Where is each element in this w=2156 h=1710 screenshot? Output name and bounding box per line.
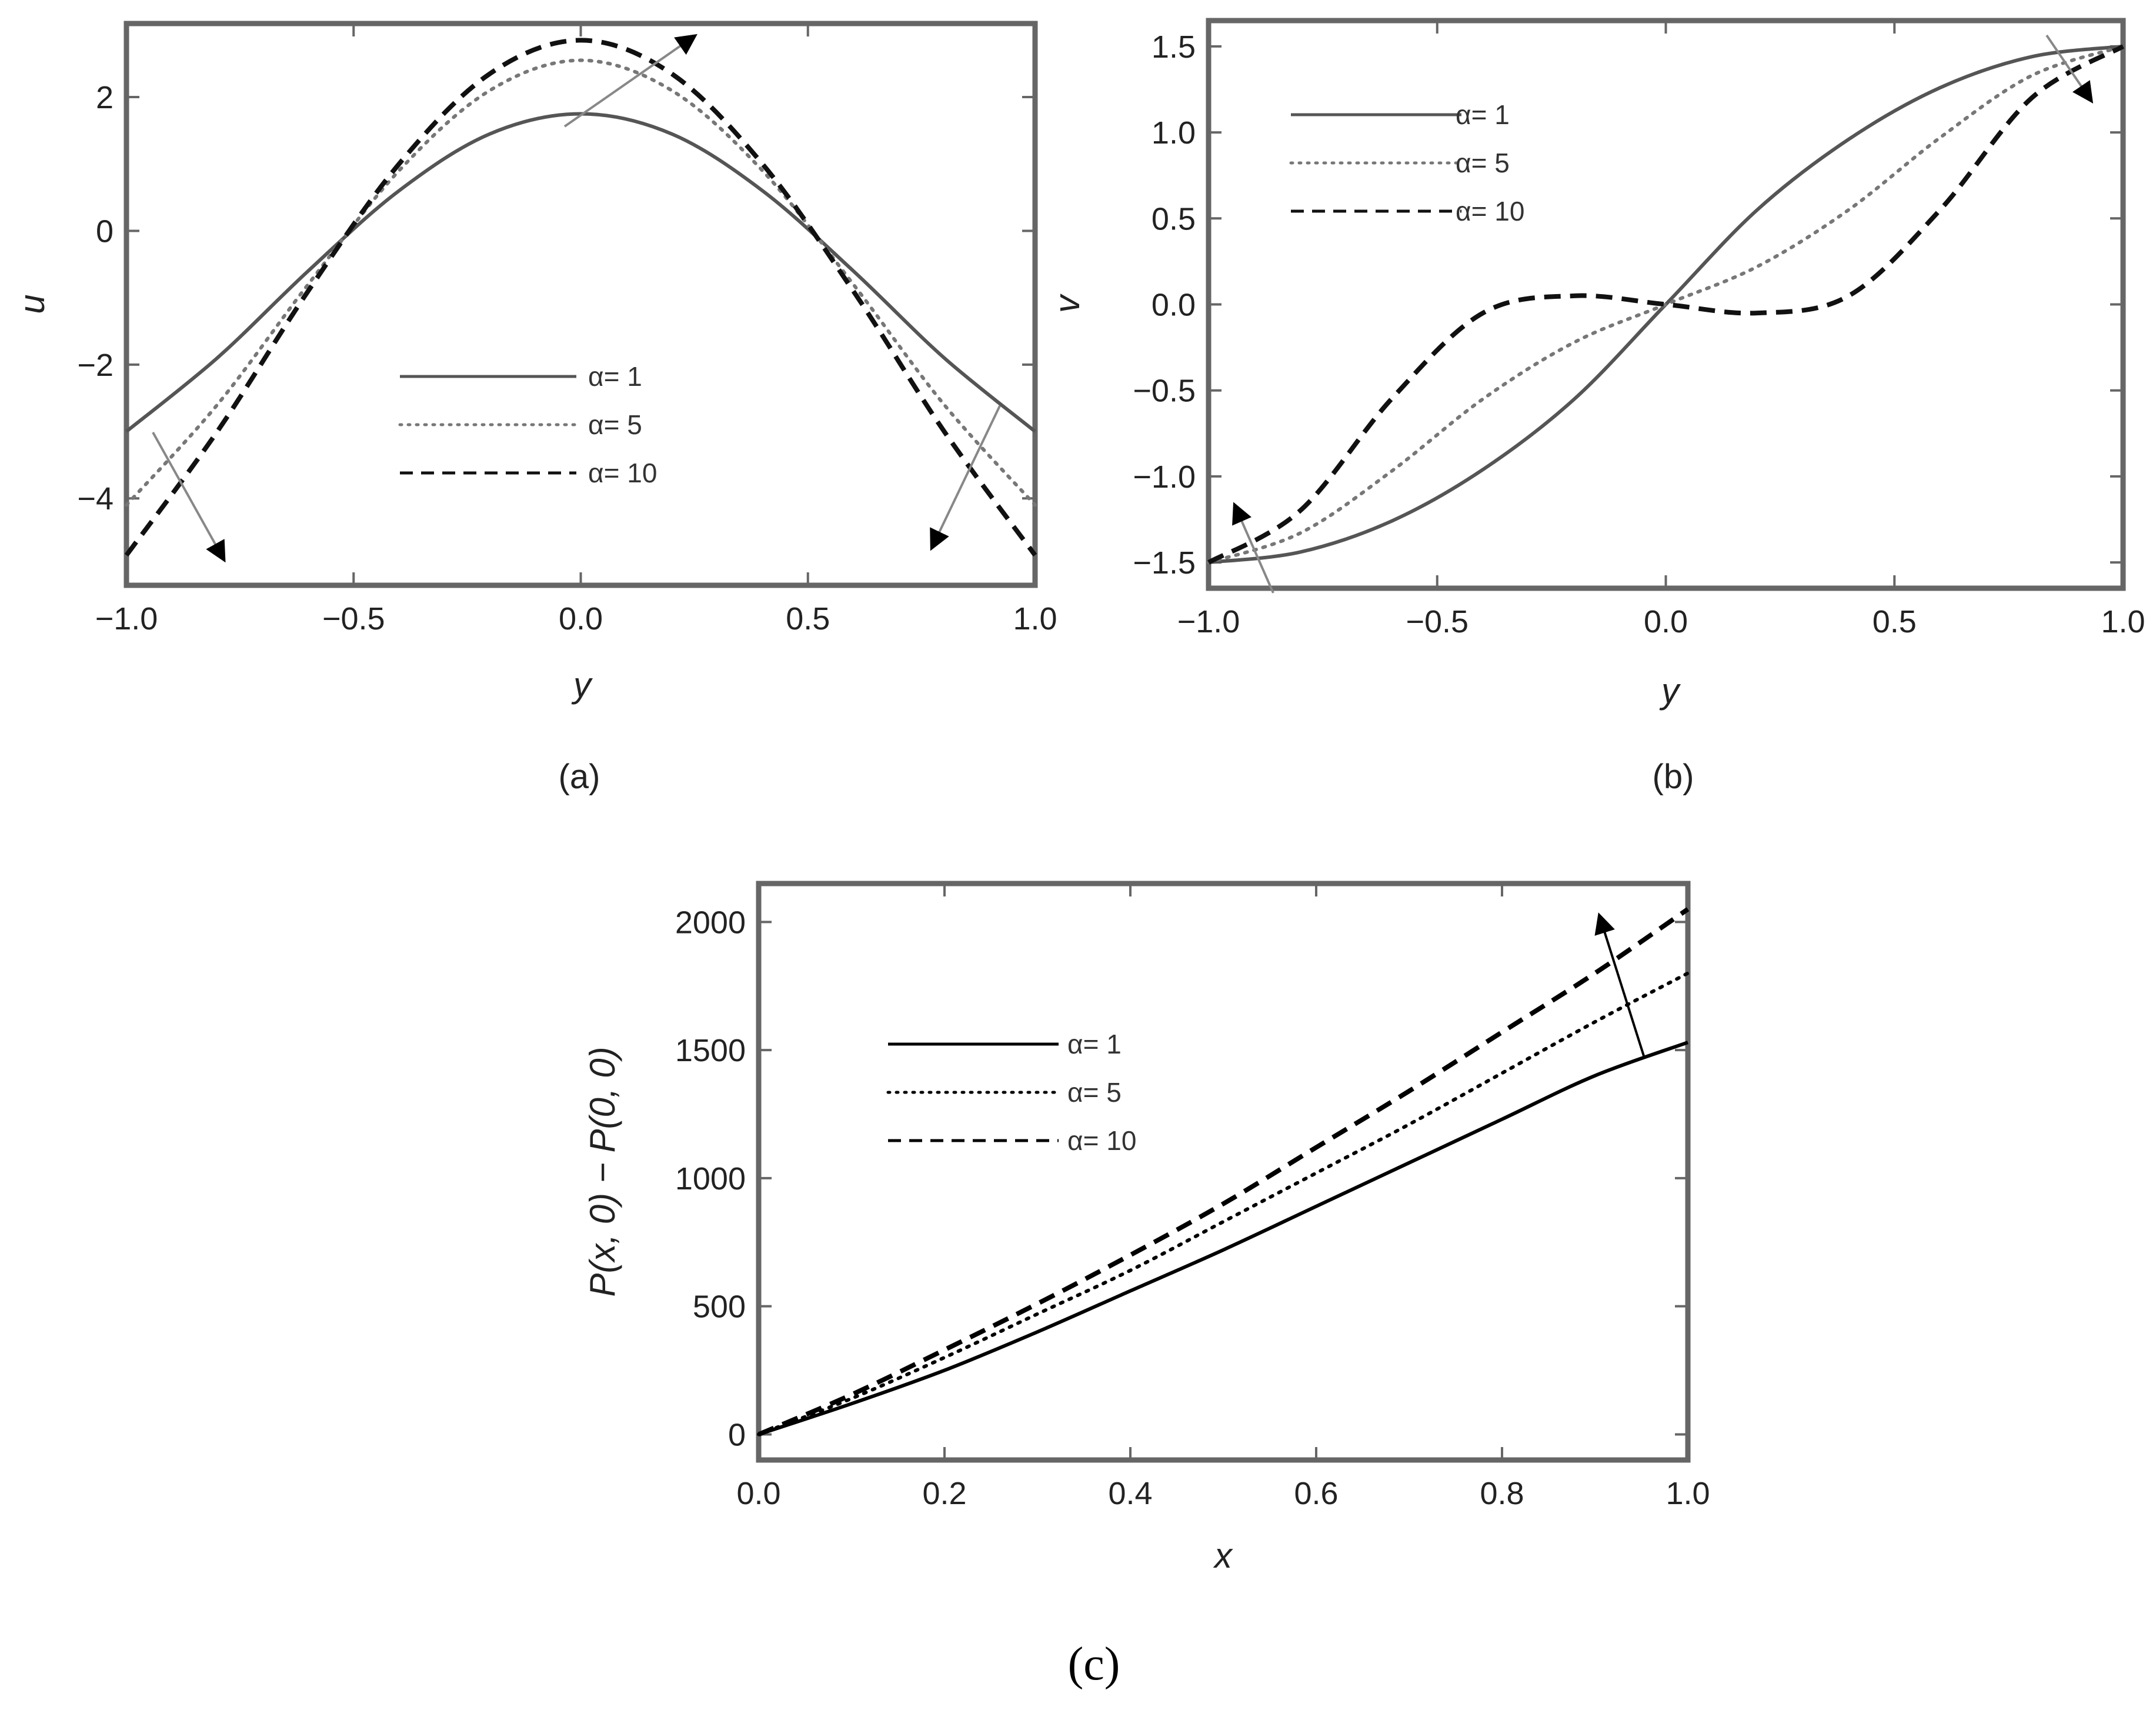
panel-c-caption: (c): [1068, 1638, 1120, 1690]
y-tick-label: 1000: [675, 1161, 746, 1196]
y-tick-label: 2000: [675, 905, 746, 940]
x-tick-label: 0.8: [1480, 1476, 1524, 1511]
trend-arrow: [2045, 34, 2094, 104]
trend-arrow: [930, 405, 1001, 551]
plot-frame: [124, 21, 1038, 588]
y-axis-label: P(x, 0) − P(0, 0): [583, 1046, 622, 1296]
y-tick-label: −4: [77, 481, 114, 516]
legend-label: α= 10: [588, 458, 657, 488]
x-axis-label: y: [1659, 671, 1681, 711]
x-tick-label: −0.5: [322, 601, 385, 636]
y-tick-label: −1.5: [1133, 545, 1196, 581]
y-tick-label: −2: [77, 348, 114, 383]
y-axis-label: v: [1047, 294, 1087, 313]
y-tick-label: 2: [96, 80, 114, 115]
x-tick-label: 1.0: [1013, 601, 1057, 636]
series-line-dotted: [757, 971, 1690, 1436]
y-tick-label: −1.0: [1133, 459, 1196, 495]
legend-label: α= 5: [1456, 148, 1510, 178]
x-axis-label: y: [571, 665, 593, 705]
y-tick-label: 0.5: [1152, 201, 1196, 236]
y-tick-label: 0: [96, 214, 114, 249]
trend-arrow: [1594, 912, 1645, 1056]
x-tick-label: −0.5: [1406, 604, 1469, 639]
series-line-dotted: [125, 58, 1037, 507]
x-tick-label: 0.5: [1873, 604, 1917, 639]
plot-frame: [756, 881, 1691, 1463]
y-tick-label: 1.5: [1152, 29, 1196, 65]
panel-a: −1.0 −0.5 0.0 0.5 1.0 −4 −2 0 2 y u α= 1 α= 5 α= 10: [12, 21, 1057, 705]
legend-label: α= 1: [588, 361, 642, 392]
x-tick-label: −1.0: [95, 601, 158, 636]
x-tick-label: 0.0: [559, 601, 603, 636]
series-line-solid: [758, 1041, 1689, 1436]
x-tick-label: 0.2: [922, 1476, 966, 1511]
series-line-dashed: [757, 907, 1690, 1437]
y-tick-label: 0: [728, 1417, 746, 1452]
x-tick-label: −1.0: [1177, 604, 1240, 639]
y-tick-label: 1500: [675, 1033, 746, 1068]
x-tick-label: 0.5: [786, 601, 830, 636]
y-tick-label: 500: [693, 1289, 746, 1325]
series-line-dashed: [124, 38, 1037, 557]
legend-label: α= 1: [1067, 1029, 1122, 1059]
trend-arrow: [1232, 502, 1274, 594]
y-tick-label: 0.0: [1152, 288, 1196, 323]
x-axis-label: x: [1213, 1536, 1233, 1575]
x-tick-label: 0.6: [1294, 1476, 1338, 1511]
x-tick-label: 0.0: [1644, 604, 1688, 639]
legend-label: α= 1: [1456, 99, 1510, 130]
x-tick-label: 0.0: [736, 1476, 780, 1511]
x-tick-label: 0.4: [1108, 1476, 1152, 1511]
series-line-dotted: [1207, 44, 2125, 565]
x-tick-label: 1.0: [1666, 1476, 1710, 1511]
trend-arrow: [563, 34, 697, 128]
series-line-solid: [125, 112, 1036, 433]
legend-label: α= 10: [1456, 196, 1524, 226]
legend-label: α= 5: [1067, 1077, 1122, 1108]
panel-b: −1.0 −0.5 0.0 0.5 1.0 −1.5 −1.0 −0.5 0.0 0.5 1.0 1.…: [1047, 18, 2145, 711]
trend-arrow: [152, 432, 226, 563]
y-tick-label: 1.0: [1152, 115, 1196, 151]
y-tick-label: −0.5: [1133, 374, 1196, 409]
panel-b-caption: (b): [1653, 758, 1694, 796]
y-axis-label: u: [12, 294, 52, 314]
panel-a-caption: (a): [559, 758, 600, 796]
series-line-dashed: [1207, 44, 2124, 565]
legend-label: α= 10: [1067, 1125, 1136, 1156]
panel-c: 0.0 0.2 0.4 0.6 0.8 1.0 0 500 1000 1500 2000 x P(x, …: [583, 881, 1710, 1575]
legend-label: α= 5: [588, 409, 642, 440]
x-tick-label: 1.0: [2101, 604, 2145, 639]
